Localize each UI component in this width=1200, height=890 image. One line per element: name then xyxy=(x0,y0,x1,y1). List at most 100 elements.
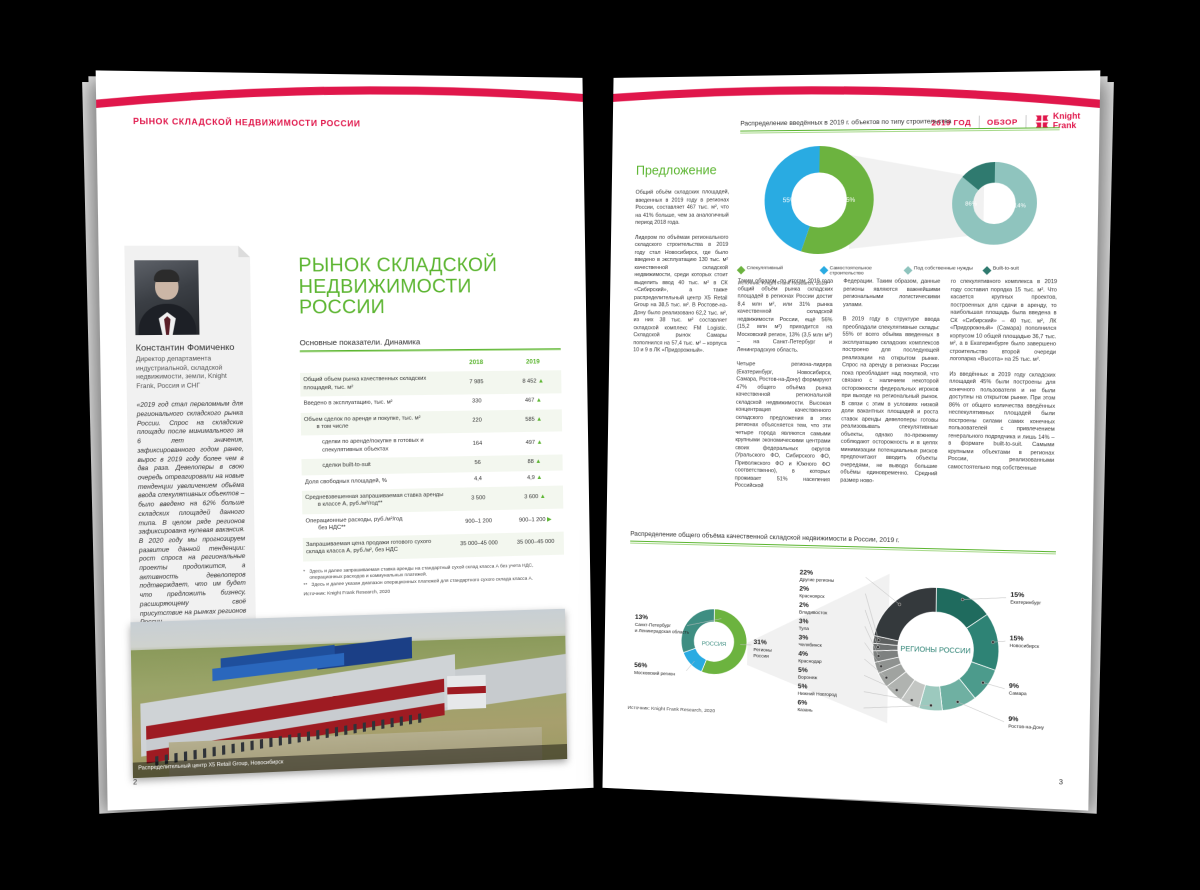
paragraph: В 2019 году в структуре ввода преобладал… xyxy=(840,316,940,484)
other-name-11: Красноярск xyxy=(799,593,825,599)
cell-2019: 3 600 ▲ xyxy=(506,485,564,510)
legend-swatch-icon xyxy=(819,265,829,275)
expert-quote-card: Константин Фомиченко Директор департамен… xyxy=(124,245,257,641)
expert-quote-text: «2019 год стал переломным для региональн… xyxy=(136,400,247,627)
region-pct-1: 15% xyxy=(1010,635,1024,643)
donut-russia-center: РОССИЯ xyxy=(702,641,726,648)
paragraph: Из введённых в 2019 году складских площа… xyxy=(947,370,1056,472)
legend-label-3: Built-to-suit xyxy=(992,266,1019,272)
row-label: сделки по аренде/покупке в готовых и спе… xyxy=(321,438,424,454)
callout-dot xyxy=(877,639,880,642)
callout-dot xyxy=(877,646,880,649)
donut-b-label-86: 86% xyxy=(965,201,977,207)
expert-name: Константин Фомиченко xyxy=(135,341,235,353)
col-head-2018: 2018 xyxy=(469,358,484,367)
footnote-marker-1: * xyxy=(303,568,306,574)
warehouse-photo: Распределительный центр X5 Retail Group,… xyxy=(130,608,568,779)
table-row: Общий объем рынка качественных складских… xyxy=(300,370,562,397)
cell-2018: 7 985 xyxy=(447,371,506,395)
other-name-4: Казань xyxy=(797,707,813,713)
other-pct-6: 5% xyxy=(798,667,808,674)
cell-2018: 4,4 xyxy=(473,475,482,482)
right-page: 2019 ГОД ОБЗОР xyxy=(602,70,1101,811)
callout-dot xyxy=(910,699,913,702)
other-pct-12: 22% xyxy=(800,569,814,577)
cell-2018: 35 000–45 000 xyxy=(450,532,508,558)
cell-2018: 330 xyxy=(471,398,482,405)
region-pct-3: 9% xyxy=(1008,716,1018,724)
row-label: Общий объем рынка качественных складских… xyxy=(300,371,449,397)
donut-pair-svg: 55% 45% 86% 14% xyxy=(738,134,1059,264)
expert-role: Директор департамента индустриальной, ск… xyxy=(135,355,227,391)
col-head-label xyxy=(300,355,448,373)
russia-cat-reg: Регионы xyxy=(753,647,771,653)
left-page: РЫНОК СКЛАДСКОЙ НЕДВИЖИМОСТИ РОССИИ РЫНО… xyxy=(95,70,594,811)
region-slice-0 xyxy=(936,587,988,629)
body-column-4: го спекулятивного комплекса в 2019 году … xyxy=(948,279,1057,481)
col-head-2019: 2019 xyxy=(525,358,540,366)
running-head-left: РЫНОК СКЛАДСКОЙ НЕДВИЖИМОСТИ РОССИИ xyxy=(132,116,361,129)
page-title: РЫНОК СКЛАДСКОЙ НЕДВИЖИМОСТИ РОССИИ xyxy=(298,254,498,319)
table-body: Общий объем рынка качественных складских… xyxy=(300,370,565,562)
russia-cat-msk: Московский регион xyxy=(634,669,675,677)
chart-top-source: Источник: Knight Frank Research, 2020 xyxy=(737,281,828,287)
callout-dot xyxy=(898,603,901,606)
legend-item-bts: Built-to-suit xyxy=(982,265,1048,276)
legend-label-0: Спекулятивный xyxy=(746,266,783,272)
callout-dot xyxy=(956,700,959,703)
legend-item-speculative: Спекулятивный xyxy=(736,265,816,276)
cell-2018: 56 xyxy=(449,455,507,473)
region-pct-0: 15% xyxy=(1010,592,1024,600)
legend-item-own-needs: Под собственные нужды xyxy=(903,265,979,276)
chart-top-legend: Спекулятивный Самостоятельное строительс… xyxy=(736,265,1057,277)
legend-label-1: Самостоятельное строительство xyxy=(829,266,872,277)
cell-2019: 4,9 ▲ xyxy=(526,474,543,481)
russia-cat-reg2: России xyxy=(753,653,769,659)
donut-regions-center: РЕГИОНЫ РОССИИ xyxy=(900,646,970,656)
photo-caption: Распределительный центр X5 Retail Group,… xyxy=(138,759,284,772)
russia-cat-spb2: и Ленинградская область xyxy=(635,628,690,635)
russia-label-spb: 13% xyxy=(635,614,648,621)
other-name-9: Тула xyxy=(799,626,810,631)
region-name-1: Новосибирск xyxy=(1010,643,1041,649)
cell-2019: 8 452 ▲ xyxy=(504,370,562,395)
key-indicators-table: Основные показатели. Динамика 2018 2019 … xyxy=(300,336,565,597)
legend-label-2: Под собственные нужды xyxy=(913,266,973,272)
cell-2018: 164 xyxy=(472,440,483,448)
paragraph: Общий объём складских площадей, введенны… xyxy=(635,189,730,226)
regions-donut-svg: РОССИЯ РЕГИОНЫ РОССИИ 13%Санкт-Петербург… xyxy=(634,569,1045,730)
other-pct-8: 3% xyxy=(799,634,809,641)
cell-2019: 585 ▲ xyxy=(505,408,563,433)
body-column-2: Таким образом, по итогам 2019 года общий… xyxy=(734,278,834,499)
russia-label-reg: 31% xyxy=(753,639,767,647)
red-top-band-left xyxy=(95,70,584,117)
cell-2018: 3 500 xyxy=(449,486,507,511)
other-name-5: Нижний Новгород xyxy=(798,690,838,698)
row-label: Объем сделок по аренде и покупке, тыс. м… xyxy=(300,410,449,436)
cell-2019: 900–1 200 ▶ xyxy=(518,516,552,524)
region-name-2: Самара xyxy=(1009,690,1027,696)
region-name-3: Ростов-на-Дону xyxy=(1008,723,1045,730)
callout-dot xyxy=(991,641,994,644)
other-pct-7: 4% xyxy=(798,651,808,658)
page-number-left: 2 xyxy=(133,779,138,787)
legend-swatch-icon xyxy=(903,265,913,275)
row-label: Средневзвешенная запрашиваемая ставка ар… xyxy=(301,487,450,515)
paragraph: Таким образом, по итогам 2019 года общий… xyxy=(736,278,834,354)
paragraph: Лидером по объёмам регионального складск… xyxy=(633,234,729,354)
legend-swatch-icon xyxy=(982,265,992,275)
donut-b-label-14: 14% xyxy=(1014,203,1026,209)
other-name-10: Владивосток xyxy=(799,609,828,615)
other-name-8: Челябинск xyxy=(798,642,822,648)
legend-swatch-icon xyxy=(736,265,746,274)
cell-2018: 220 xyxy=(448,409,506,434)
callout-dot xyxy=(895,689,898,692)
donut-non-speculative: 86% 14% xyxy=(962,172,1027,234)
other-pct-5: 5% xyxy=(798,683,808,691)
cell-2018: 900–1 200 xyxy=(465,517,493,525)
russia-slice-1 xyxy=(683,648,707,672)
paragraph: го спекулятивного комплекса в 2019 году … xyxy=(949,278,1058,364)
page-number-right: 3 xyxy=(1058,779,1063,787)
